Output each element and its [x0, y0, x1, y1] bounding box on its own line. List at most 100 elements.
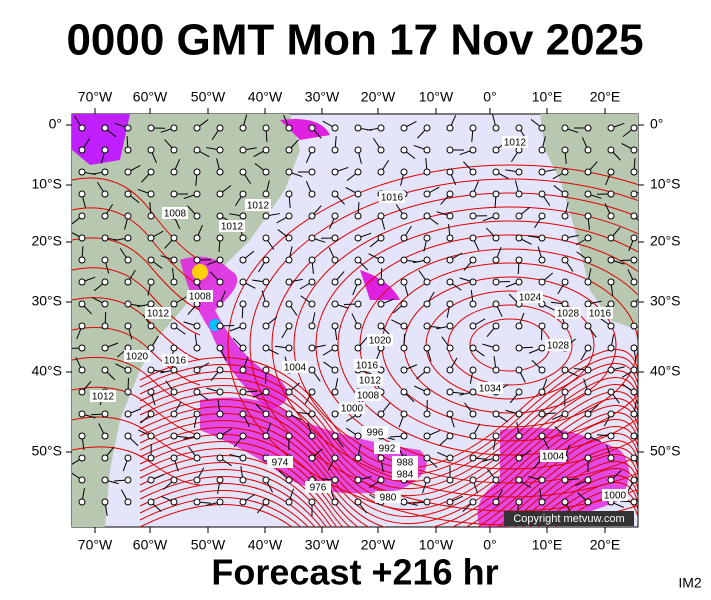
- longitude-label: 60°W: [133, 89, 168, 105]
- wind-barb-station: [515, 212, 523, 220]
- wind-barb-station: [262, 278, 270, 286]
- wind-barb-station: [377, 212, 385, 220]
- longitude-label: 20°W: [361, 89, 396, 105]
- wind-barb-station: [193, 366, 201, 374]
- wind-barb-station: [147, 366, 155, 374]
- wind-barb-station: [423, 212, 431, 220]
- wind-barb-station: [630, 300, 638, 308]
- wind-barb-station: [400, 300, 408, 308]
- wind-barb-station: [216, 498, 224, 506]
- isobar-label-box: [162, 354, 188, 366]
- wind-barb-station: [285, 278, 293, 286]
- wind-barb-station: [377, 278, 385, 286]
- isobar-label-box: [355, 389, 381, 401]
- wind-barb-station: [193, 278, 201, 286]
- wind-barb-station: [469, 454, 477, 462]
- longitude-label: 50°W: [191, 537, 226, 553]
- isobar-label-box: [357, 374, 383, 386]
- isobar-label: 1024: [519, 293, 542, 304]
- wind-barb-station: [377, 146, 385, 154]
- isobar-label-box: [392, 468, 418, 480]
- wind-barb-station: [469, 146, 477, 154]
- wind-barb-station: [124, 300, 132, 308]
- isobar-label-box: [587, 307, 613, 319]
- wind-barb-station: [538, 344, 546, 352]
- wind-barb-station: [308, 300, 316, 308]
- wind-barb-station: [308, 168, 316, 176]
- wind-barb-station: [446, 388, 454, 396]
- wind-barb-station: [216, 322, 224, 330]
- wind-barb-station: [538, 212, 546, 220]
- isobar-label-box: [305, 481, 331, 493]
- wind-barb-station: [630, 146, 638, 154]
- wind-barb-station: [308, 344, 316, 352]
- wind-barb-station: [492, 454, 500, 462]
- wind-barb-station: [331, 432, 339, 440]
- wind-barb-station: [216, 124, 224, 132]
- wind-barb-station: [469, 410, 477, 418]
- wind-barb-station: [308, 124, 316, 132]
- isobar-label-box: [379, 191, 405, 203]
- wind-barb-station: [193, 410, 201, 418]
- wind-barb-station: [446, 212, 454, 220]
- wind-barb-station: [377, 300, 385, 308]
- wind-barb-station: [147, 476, 155, 484]
- wind-barb-station: [469, 388, 477, 396]
- wind-barb-station: [193, 388, 201, 396]
- wind-barb-station: [101, 278, 109, 286]
- wind-barb-station: [216, 432, 224, 440]
- wind-barb-station: [630, 410, 638, 418]
- isobar-label: 976: [310, 483, 327, 494]
- wind-barb-station: [607, 366, 615, 374]
- wind-barb-station: [538, 432, 546, 440]
- wind-barb-station: [101, 432, 109, 440]
- latitude-label: 40°S: [650, 363, 681, 379]
- wind-barb-station: [423, 300, 431, 308]
- wind-barb-station: [515, 168, 523, 176]
- wind-barb-station: [101, 168, 109, 176]
- wind-barb-station: [147, 322, 155, 330]
- isobar-label: 1012: [504, 138, 527, 149]
- image-code: IM2: [678, 575, 702, 591]
- wind-barb-station: [607, 344, 615, 352]
- longitude-label: 40°W: [248, 537, 283, 553]
- wind-barb-station: [239, 278, 247, 286]
- isobar-label-box: [162, 207, 188, 219]
- wind-barb-station: [262, 476, 270, 484]
- longitude-label: 60°W: [133, 537, 168, 553]
- wind-barb-station: [423, 124, 431, 132]
- longitude-label: 0°: [483, 89, 496, 105]
- longitude-label: 70°W: [78, 89, 113, 105]
- wind-barb-station: [354, 124, 362, 132]
- wind-barb-station: [584, 498, 592, 506]
- wind-barb-station: [423, 168, 431, 176]
- latitude-label: 10°S: [650, 176, 681, 192]
- wind-barb-station: [630, 256, 638, 264]
- wind-barb-station: [400, 278, 408, 286]
- wind-barb-station: [78, 234, 86, 242]
- wind-barb-station: [331, 256, 339, 264]
- isobar-label: 996: [367, 428, 384, 439]
- wind-barb-station: [515, 388, 523, 396]
- wind-barb-station: [515, 344, 523, 352]
- wind-barb-station: [308, 498, 316, 506]
- wind-barb-station: [561, 124, 569, 132]
- wind-barb-station: [101, 124, 109, 132]
- longitude-label: 30°W: [305, 89, 340, 105]
- wind-barb-station: [331, 410, 339, 418]
- wind-barb-station: [354, 454, 362, 462]
- isobar-label: 1008: [164, 209, 187, 220]
- latitude-label: 10°S: [31, 176, 62, 192]
- wind-barb-station: [124, 124, 132, 132]
- wind-barb-station: [377, 124, 385, 132]
- wind-barb-station: [584, 344, 592, 352]
- wind-barb-station: [170, 278, 178, 286]
- isobar: [139, 454, 638, 527]
- wind-barb-station: [170, 366, 178, 374]
- wind-barb-station: [607, 234, 615, 242]
- wind-barb-station: [446, 498, 454, 506]
- longitude-label: 40°W: [248, 89, 283, 105]
- wind-barb-station: [561, 168, 569, 176]
- wind-barb-station: [170, 256, 178, 264]
- wind-barb-station: [78, 366, 86, 374]
